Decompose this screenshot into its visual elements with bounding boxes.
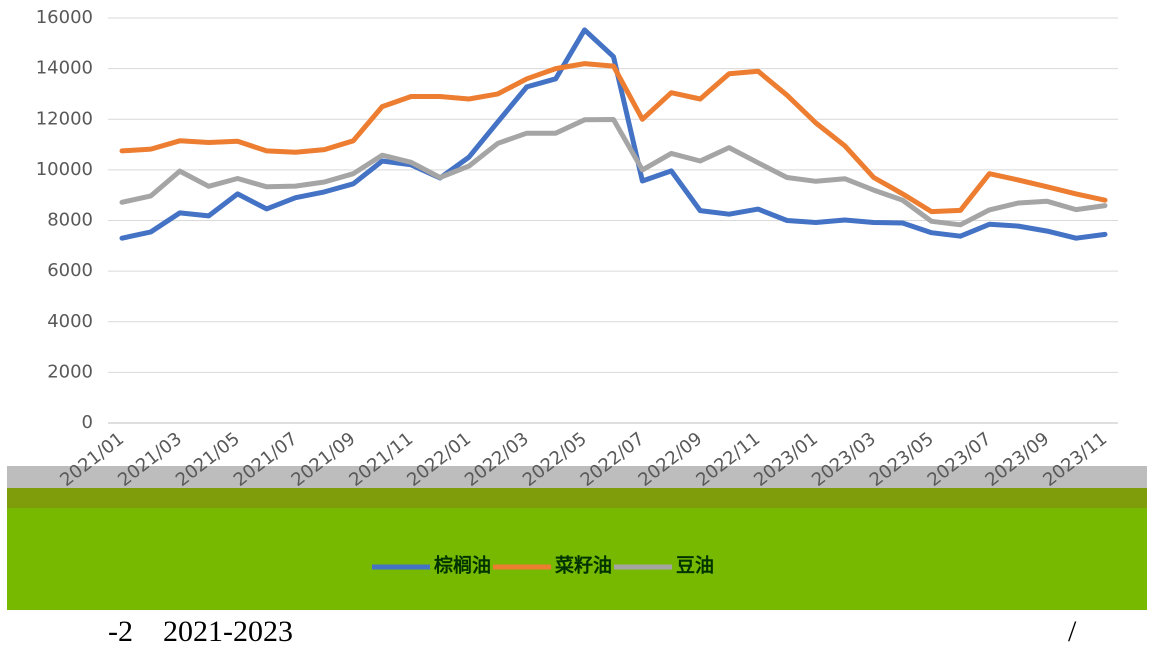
y-tick-label: 6000 [47,260,93,281]
legend-label: 豆油 [676,555,714,577]
y-tick-label: 16000 [36,7,93,28]
y-tick-label: 0 [82,412,93,433]
y-tick-label: 12000 [36,108,93,129]
legend-label: 棕榈油 [434,554,491,577]
legend-area [7,508,1147,610]
legend-label: 菜籽油 [554,554,612,577]
series-line [119,61,1108,215]
y-tick-label: 8000 [47,210,93,231]
band [7,488,1147,510]
y-tick-label: 2000 [47,361,93,382]
caption: / [1068,615,1077,648]
series-line [119,117,1108,228]
band [7,466,1147,492]
series-line [119,27,1108,241]
caption: -2 2021-2023 [108,615,293,648]
y-tick-label: 14000 [36,58,93,79]
y-tick-label: 4000 [47,311,93,332]
y-tick-label: 10000 [36,159,93,180]
